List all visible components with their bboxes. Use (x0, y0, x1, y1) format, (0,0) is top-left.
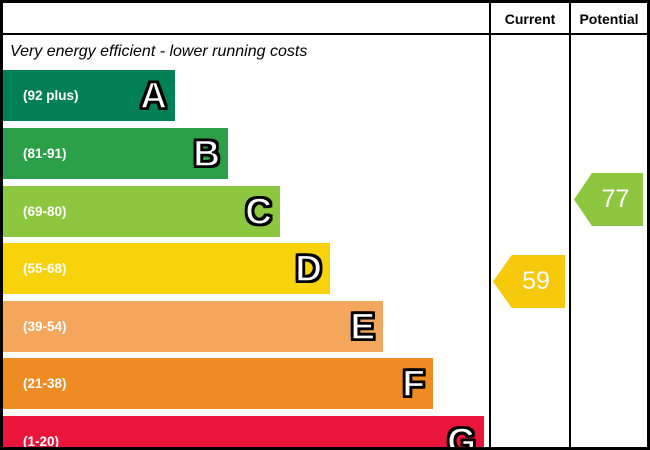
band-range-label: (69-80) (23, 204, 67, 219)
band-letter: G (446, 420, 476, 450)
band-letter: D (295, 247, 323, 290)
potential-column-divider (569, 3, 571, 447)
band-row-g: (1-20) G (3, 416, 484, 450)
band-row-f: (21-38) F (3, 358, 433, 409)
band-bar-g: (1-20) G (3, 416, 484, 450)
potential-rating-arrow: 77 (574, 173, 643, 226)
band-range-label: (55-68) (23, 261, 67, 276)
band-bar-e: (39-54) E (3, 301, 383, 352)
band-letter: F (402, 362, 426, 405)
band-range-label: (39-54) (23, 319, 67, 334)
band-letter: E (350, 305, 376, 348)
band-letter: B (193, 132, 221, 175)
band-row-c: (69-80) C (3, 186, 280, 237)
current-rating-arrow: 59 (493, 255, 565, 308)
band-row-d: (55-68) D (3, 243, 330, 294)
potential-rating-value: 77 (601, 185, 630, 213)
current-column-header: Current (504, 11, 556, 27)
band-letter: C (245, 190, 273, 233)
potential-column-header: Potential (579, 11, 639, 27)
band-row-a: (92 plus) A (3, 70, 175, 121)
current-rating-value: 59 (522, 267, 550, 295)
efficiency-caption: Very energy efficient - lower running co… (10, 43, 308, 60)
header-separator (3, 33, 647, 35)
band-bar-f: (21-38) F (3, 358, 433, 409)
band-row-e: (39-54) E (3, 301, 383, 352)
band-row-b: (81-91) B (3, 128, 228, 179)
band-bar-d: (55-68) D (3, 243, 330, 294)
band-range-label: (21-38) (23, 376, 67, 391)
band-letter: A (140, 74, 168, 117)
current-column-divider (489, 3, 491, 447)
band-bar-c: (69-80) C (3, 186, 280, 237)
band-range-label: (1-20) (23, 434, 60, 449)
band-range-label: (81-91) (23, 146, 67, 161)
band-bar-a: (92 plus) A (3, 70, 175, 121)
band-bar-b: (81-91) B (3, 128, 228, 179)
band-range-label: (92 plus) (23, 88, 79, 103)
